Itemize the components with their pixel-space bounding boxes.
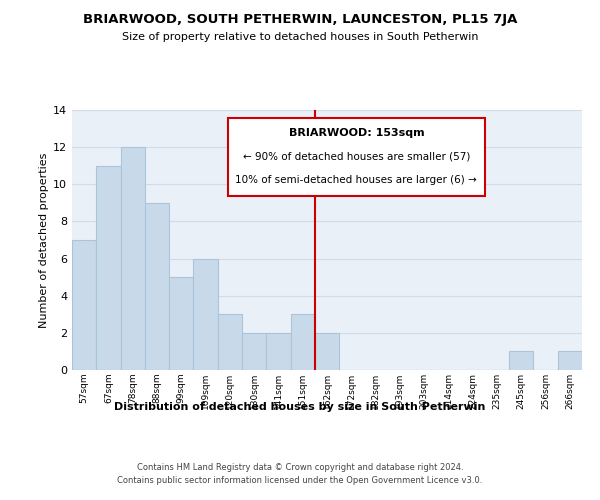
Bar [558,352,582,370]
Text: Contains public sector information licensed under the Open Government Licence v3: Contains public sector information licen… [118,476,482,485]
FancyBboxPatch shape [227,118,485,196]
Bar [145,203,169,370]
Y-axis label: Number of detached properties: Number of detached properties [39,152,49,328]
Text: ← 90% of detached houses are smaller (57): ← 90% of detached houses are smaller (57… [242,152,470,162]
Bar [72,240,96,370]
Text: BRIARWOOD, SOUTH PETHERWIN, LAUNCESTON, PL15 7JA: BRIARWOOD, SOUTH PETHERWIN, LAUNCESTON, … [83,12,517,26]
Bar [169,277,193,370]
Bar [266,333,290,370]
Bar [218,314,242,370]
Text: Distribution of detached houses by size in South Petherwin: Distribution of detached houses by size … [115,402,485,412]
Bar [193,258,218,370]
Bar [242,333,266,370]
Bar [315,333,339,370]
Bar [121,147,145,370]
Text: Size of property relative to detached houses in South Petherwin: Size of property relative to detached ho… [122,32,478,42]
Text: BRIARWOOD: 153sqm: BRIARWOOD: 153sqm [289,128,424,138]
Text: Contains HM Land Registry data © Crown copyright and database right 2024.: Contains HM Land Registry data © Crown c… [137,462,463,471]
Bar [96,166,121,370]
Bar [290,314,315,370]
Text: 10% of semi-detached houses are larger (6) →: 10% of semi-detached houses are larger (… [235,175,477,185]
Bar [509,352,533,370]
